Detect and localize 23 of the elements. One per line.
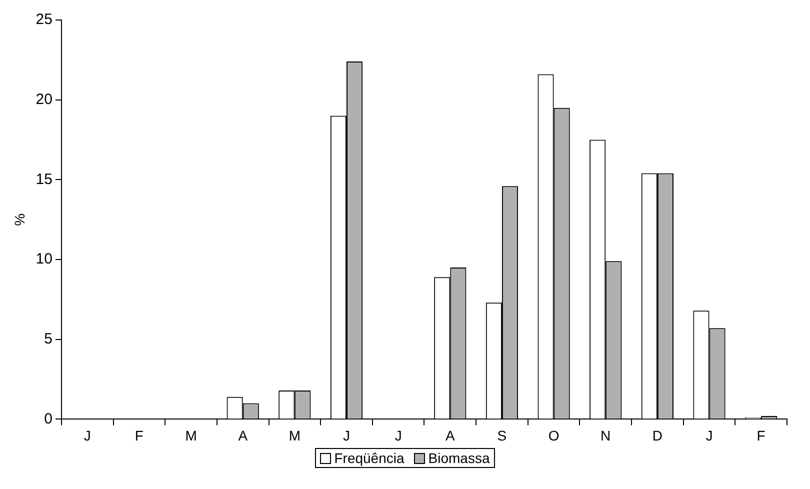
x-tick-label: F: [756, 427, 766, 444]
text: Freqüência: [334, 450, 404, 466]
x-tick-label: D: [652, 427, 663, 444]
y-tick-label: 15: [36, 170, 52, 188]
x-tick-label: M: [288, 427, 301, 444]
legend-label: Biomassa: [428, 450, 490, 466]
y-axis-title: %: [11, 213, 28, 226]
x-tick-label: J: [394, 427, 402, 444]
x-tick-label: A: [238, 427, 248, 444]
x-tick-label: J: [706, 427, 713, 444]
y-tick-label: 10: [36, 250, 52, 268]
x-tick-label: M: [185, 427, 197, 444]
x-tick-label: J: [84, 427, 91, 444]
x-tick-label: A: [445, 427, 456, 444]
x-tick-label: J: [343, 427, 350, 444]
x-tick-label: O: [548, 427, 560, 444]
y-tick-label: 0: [44, 410, 52, 428]
x-tick-label: N: [600, 427, 611, 444]
x-tick-label: S: [497, 427, 507, 444]
y-tick-label: 5: [44, 330, 52, 348]
x-tick-label: F: [134, 427, 144, 444]
y-tick-label: 20: [36, 90, 52, 108]
y-tick-label: 25: [36, 11, 52, 28]
